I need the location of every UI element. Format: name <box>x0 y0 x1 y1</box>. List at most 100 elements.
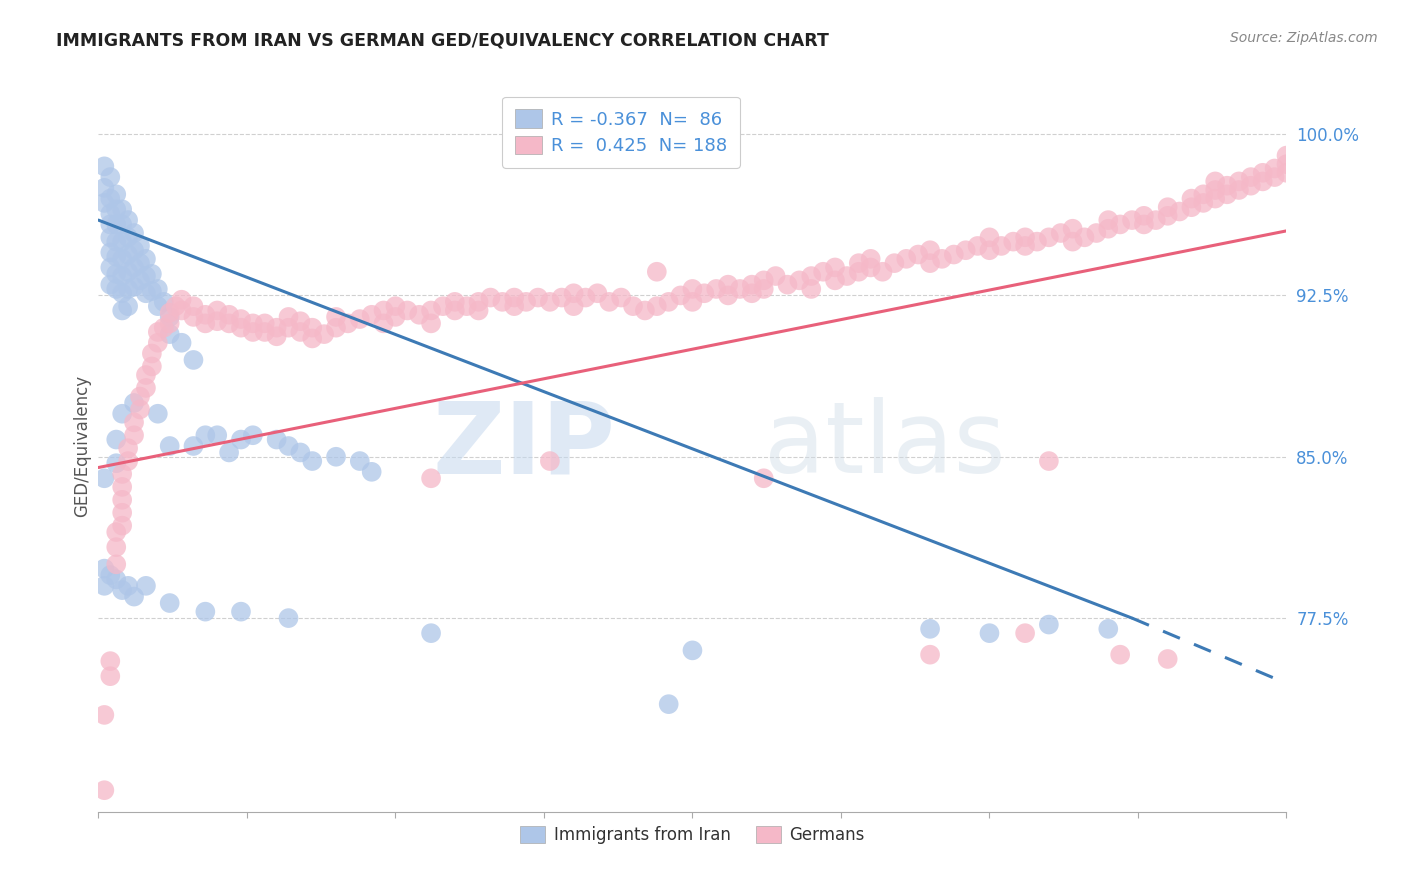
Point <box>693 286 716 301</box>
Point <box>111 480 134 494</box>
Point <box>920 622 942 636</box>
Point <box>301 320 323 334</box>
Point <box>111 467 134 481</box>
Point <box>159 439 181 453</box>
Point <box>194 308 217 322</box>
Point <box>105 250 128 264</box>
Point <box>135 381 157 395</box>
Point <box>752 471 775 485</box>
Point <box>1264 161 1286 176</box>
Point <box>218 317 240 331</box>
Point <box>752 282 775 296</box>
Point <box>538 454 561 468</box>
Point <box>253 317 276 331</box>
Point <box>1275 157 1298 171</box>
Point <box>93 471 115 485</box>
Point <box>98 669 121 683</box>
Point <box>955 244 977 258</box>
Point <box>146 325 169 339</box>
Point <box>122 415 145 429</box>
Y-axis label: GED/Equivalency: GED/Equivalency <box>73 375 91 517</box>
Point <box>111 303 134 318</box>
Point <box>122 428 145 442</box>
Point <box>1180 200 1202 214</box>
Point <box>242 325 264 339</box>
Point <box>105 202 128 217</box>
Point <box>111 506 134 520</box>
Point <box>1109 218 1132 232</box>
Point <box>1264 170 1286 185</box>
Point <box>562 299 585 313</box>
Point <box>1097 221 1119 235</box>
Point <box>159 317 181 331</box>
Point <box>105 524 128 539</box>
Point <box>1227 183 1250 197</box>
Point <box>1204 183 1226 197</box>
Point <box>290 445 312 459</box>
Point <box>135 252 157 266</box>
Point <box>98 568 121 582</box>
Point <box>277 439 299 453</box>
Point <box>811 265 834 279</box>
Point <box>277 320 299 334</box>
Point <box>979 244 1001 258</box>
Point <box>207 428 229 442</box>
Point <box>229 312 252 326</box>
Point <box>141 267 163 281</box>
Point <box>207 314 229 328</box>
Point <box>1275 166 1298 180</box>
Point <box>420 317 443 331</box>
Point <box>1097 622 1119 636</box>
Point <box>645 299 668 313</box>
Point <box>111 492 134 507</box>
Point <box>146 335 169 350</box>
Point <box>1038 230 1060 244</box>
Point <box>170 293 193 307</box>
Point <box>98 245 121 260</box>
Point <box>645 265 668 279</box>
Point <box>1038 617 1060 632</box>
Point <box>681 643 703 657</box>
Point <box>776 277 799 292</box>
Point <box>634 303 657 318</box>
Point <box>1014 626 1036 640</box>
Point <box>207 303 229 318</box>
Point <box>384 299 406 313</box>
Point <box>704 282 727 296</box>
Point <box>717 288 740 302</box>
Point <box>290 325 312 339</box>
Point <box>658 697 681 711</box>
Point <box>183 439 205 453</box>
Point <box>122 226 145 240</box>
Point <box>117 299 139 313</box>
Point <box>1073 230 1095 244</box>
Text: ZIP: ZIP <box>433 398 616 494</box>
Point <box>117 230 139 244</box>
Point <box>538 294 561 309</box>
Point <box>93 195 115 210</box>
Point <box>111 202 134 217</box>
Point <box>135 286 157 301</box>
Point <box>349 312 371 326</box>
Point <box>503 291 526 305</box>
Point <box>325 320 347 334</box>
Point <box>1133 209 1156 223</box>
Point <box>93 159 115 173</box>
Point <box>194 317 217 331</box>
Point <box>800 282 823 296</box>
Point <box>117 579 139 593</box>
Point <box>1049 226 1071 240</box>
Point <box>93 707 115 722</box>
Point <box>479 291 502 305</box>
Point <box>574 291 596 305</box>
Point <box>1204 192 1226 206</box>
Point <box>848 265 870 279</box>
Point <box>1251 166 1274 180</box>
Point <box>117 282 139 296</box>
Point <box>1014 230 1036 244</box>
Point <box>242 317 264 331</box>
Point <box>229 433 252 447</box>
Point <box>384 310 406 324</box>
Point <box>194 428 217 442</box>
Point <box>942 247 965 261</box>
